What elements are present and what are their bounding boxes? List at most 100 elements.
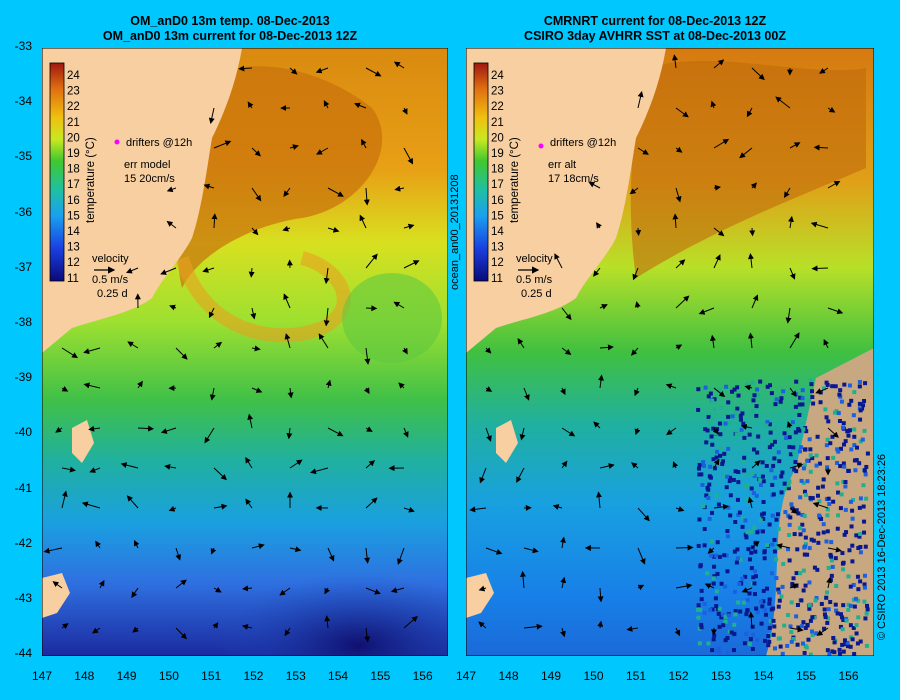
longitude-tick-label: 156 bbox=[412, 669, 433, 683]
sst-pixel bbox=[722, 451, 727, 456]
sst-pixel bbox=[740, 411, 745, 416]
sst-pixel bbox=[798, 395, 803, 400]
sst-pixel bbox=[797, 526, 802, 531]
sst-pixel bbox=[800, 402, 805, 407]
sst-pixel bbox=[708, 464, 713, 469]
right-map-panel: 24 23 22 21 20 19 18 17 16 15 14 13 12 11 temperature… bbox=[466, 48, 874, 656]
sst-pixel bbox=[714, 493, 719, 498]
sst-pixel bbox=[732, 589, 737, 594]
sst-pixel bbox=[838, 446, 843, 451]
sst-pixel bbox=[858, 550, 863, 555]
sst-pixel bbox=[752, 473, 757, 478]
right-err-label: err alt bbox=[548, 159, 576, 171]
sst-pixel bbox=[743, 574, 748, 579]
sst-pixel bbox=[710, 442, 715, 447]
sst-pixel bbox=[770, 513, 775, 518]
velocity-arrow-icon bbox=[823, 338, 829, 349]
sst-pixel bbox=[853, 596, 858, 601]
right-colorbar: 24 23 22 21 20 19 18 17 16 15 14 13 12 11 temperature… bbox=[473, 62, 521, 285]
sst-pixel bbox=[807, 602, 812, 607]
sst-pixel bbox=[858, 639, 863, 644]
sst-pixel bbox=[782, 481, 787, 486]
velocity-arrow-icon bbox=[284, 333, 291, 349]
sst-pixel bbox=[712, 564, 717, 569]
sst-pixel bbox=[703, 427, 708, 432]
velocity-arrow-icon bbox=[210, 547, 217, 555]
velocity-arrow-icon bbox=[747, 496, 754, 509]
sst-pixel bbox=[861, 504, 866, 509]
sst-pixel bbox=[841, 617, 846, 622]
velocity-arrow-icon bbox=[635, 227, 642, 237]
sst-pixel bbox=[819, 601, 824, 606]
sst-pixel bbox=[825, 590, 830, 595]
colorbar-tick-label: 18 bbox=[67, 164, 80, 176]
sst-pixel bbox=[715, 540, 720, 545]
sst-pixel bbox=[766, 633, 771, 638]
right-speed-label: 0.5 m/s bbox=[516, 274, 553, 286]
sst-pixel bbox=[825, 507, 830, 512]
sst-pixel bbox=[706, 495, 711, 500]
sst-pixel bbox=[816, 485, 821, 490]
velocity-arrow-icon bbox=[827, 307, 844, 315]
sst-pixel bbox=[785, 428, 790, 433]
velocity-arrow-icon bbox=[712, 427, 719, 435]
sst-pixel bbox=[728, 513, 733, 518]
sst-pixel bbox=[858, 439, 863, 444]
sst-pixel bbox=[705, 571, 710, 576]
velocity-arrow-icon bbox=[251, 227, 259, 236]
velocity-arrow-icon bbox=[284, 627, 291, 637]
left-err-label: err model bbox=[124, 159, 170, 171]
sst-pixel bbox=[729, 630, 734, 635]
velocity-arrow-icon bbox=[599, 304, 608, 310]
velocity-arrow-icon bbox=[751, 294, 759, 309]
sst-pixel bbox=[801, 620, 806, 625]
sst-pixel bbox=[767, 422, 772, 427]
sst-pixel bbox=[772, 537, 777, 542]
sst-pixel bbox=[714, 553, 719, 558]
sst-pixel bbox=[733, 612, 738, 617]
sst-pixel bbox=[735, 406, 740, 411]
sst-pixel bbox=[717, 388, 722, 393]
sst-pixel bbox=[851, 625, 856, 630]
velocity-arrow-icon bbox=[126, 267, 139, 274]
sst-pixel bbox=[742, 468, 747, 473]
sst-pixel bbox=[848, 499, 853, 504]
velocity-arrow-icon bbox=[478, 585, 487, 592]
sst-pixel bbox=[761, 479, 766, 484]
velocity-arrow-icon bbox=[789, 507, 798, 514]
left-speed-label: 0.5 m/s bbox=[92, 274, 129, 286]
sst-pixel bbox=[796, 426, 801, 431]
sst-pixel bbox=[820, 484, 825, 489]
sst-pixel bbox=[788, 624, 793, 629]
sst-pixel bbox=[697, 517, 702, 522]
sst-pixel bbox=[814, 453, 819, 458]
velocity-arrow-icon bbox=[789, 142, 801, 149]
sst-pixel bbox=[719, 405, 724, 410]
velocity-arrow-icon bbox=[323, 100, 330, 109]
sst-pixel bbox=[744, 535, 749, 540]
sst-pixel bbox=[761, 599, 766, 604]
velocity-arrow-icon bbox=[746, 107, 753, 118]
sst-pixel bbox=[765, 420, 770, 425]
sst-pixel bbox=[836, 411, 841, 416]
sst-pixel bbox=[788, 515, 793, 520]
velocity-arrow-icon bbox=[552, 504, 563, 510]
sst-pixel bbox=[840, 627, 845, 632]
sst-pixel bbox=[844, 530, 849, 535]
left-time-label: 0.25 d bbox=[97, 288, 128, 300]
velocity-arrow-icon bbox=[740, 423, 753, 430]
velocity-arrow-icon bbox=[365, 426, 373, 432]
sst-pixel bbox=[741, 458, 746, 463]
sst-pixel bbox=[793, 404, 798, 409]
sst-pixel bbox=[839, 492, 844, 497]
sst-pixel bbox=[776, 527, 781, 532]
velocity-arrow-icon bbox=[665, 383, 677, 390]
colorbar-tick-label: 18 bbox=[491, 164, 504, 176]
velocity-arrow-icon bbox=[61, 490, 68, 509]
sst-pixel bbox=[850, 637, 855, 642]
latitude-tick-label: -42 bbox=[14, 535, 32, 550]
velocity-arrow-icon bbox=[675, 583, 693, 590]
sst-pixel bbox=[703, 385, 708, 390]
velocity-arrow-icon bbox=[597, 620, 604, 629]
sst-pixel bbox=[825, 620, 830, 625]
